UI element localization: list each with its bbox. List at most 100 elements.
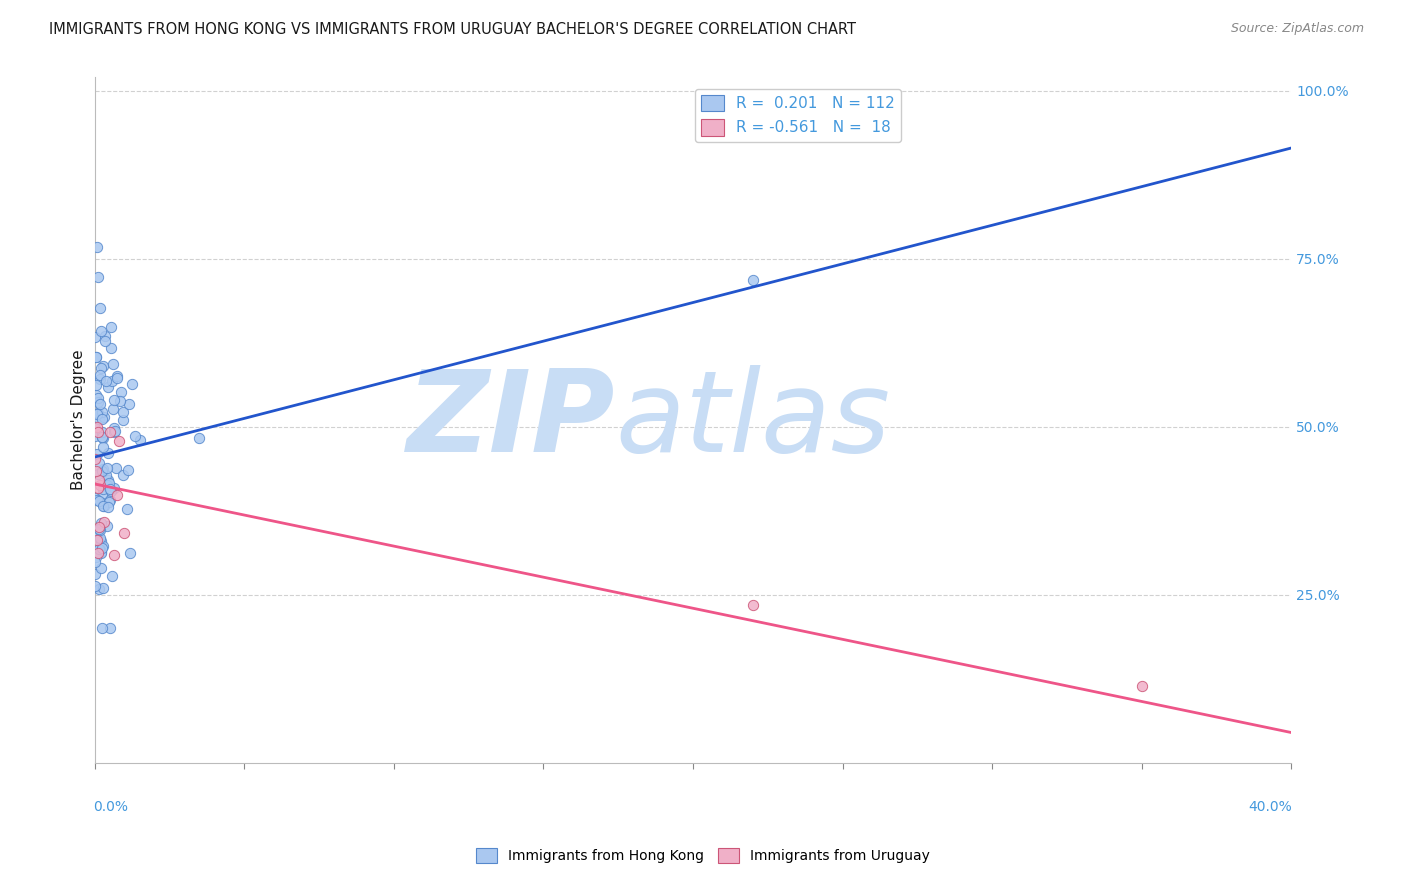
Point xyxy=(103,425,125,440)
Point xyxy=(84,566,107,581)
Text: ZIP: ZIP xyxy=(406,365,616,475)
Point xyxy=(100,320,122,334)
Point xyxy=(84,491,107,505)
Point xyxy=(120,546,142,560)
Point xyxy=(91,440,114,454)
Point xyxy=(90,425,112,440)
Point xyxy=(90,516,112,530)
Point xyxy=(87,406,110,420)
Point xyxy=(89,542,111,557)
Point xyxy=(87,456,110,470)
Point xyxy=(84,330,107,344)
Point xyxy=(98,493,121,508)
Point xyxy=(114,526,136,541)
Point xyxy=(86,420,108,434)
Point xyxy=(97,474,120,488)
Point xyxy=(87,425,110,439)
Point xyxy=(87,481,110,495)
Point xyxy=(91,462,114,476)
Point xyxy=(121,377,143,392)
Point xyxy=(741,598,763,612)
Point xyxy=(96,461,118,475)
Point xyxy=(86,533,108,547)
Point xyxy=(86,407,108,421)
Point xyxy=(89,372,111,386)
Point xyxy=(91,412,114,426)
Point xyxy=(93,410,115,425)
Point xyxy=(87,520,110,534)
Point xyxy=(89,477,111,491)
Point xyxy=(101,357,124,371)
Point xyxy=(87,395,110,409)
Point xyxy=(91,495,114,509)
Point xyxy=(112,413,135,427)
Point xyxy=(117,463,139,477)
Point xyxy=(93,431,115,445)
Point xyxy=(91,430,114,444)
Point xyxy=(87,542,110,557)
Legend: Immigrants from Hong Kong, Immigrants from Uruguay: Immigrants from Hong Kong, Immigrants fr… xyxy=(471,843,935,869)
Point xyxy=(91,539,114,553)
Point xyxy=(89,531,111,545)
Point xyxy=(86,493,108,508)
Point xyxy=(110,384,132,399)
Point xyxy=(91,405,114,419)
Point xyxy=(98,495,121,509)
Point xyxy=(105,368,128,383)
Point xyxy=(90,324,112,338)
Point xyxy=(89,397,111,411)
Point xyxy=(107,434,129,449)
Text: 40.0%: 40.0% xyxy=(1249,800,1292,814)
Point xyxy=(105,488,128,502)
Y-axis label: Bachelor's Degree: Bachelor's Degree xyxy=(72,350,86,491)
Point xyxy=(90,360,112,375)
Point xyxy=(84,452,107,467)
Point xyxy=(84,428,107,442)
Point xyxy=(93,581,115,595)
Point xyxy=(111,467,134,482)
Point xyxy=(90,488,112,502)
Point xyxy=(86,240,108,254)
Point xyxy=(129,434,152,448)
Point xyxy=(100,483,122,498)
Point xyxy=(98,483,121,497)
Point xyxy=(100,341,122,355)
Point xyxy=(84,464,107,478)
Point xyxy=(89,301,111,315)
Point xyxy=(1130,679,1153,693)
Point xyxy=(87,546,110,560)
Point xyxy=(105,460,128,475)
Point xyxy=(91,541,114,556)
Point xyxy=(188,431,211,445)
Point xyxy=(97,500,120,514)
Point xyxy=(93,515,115,529)
Point xyxy=(108,394,131,409)
Point xyxy=(89,494,111,508)
Point xyxy=(87,582,110,597)
Legend: R =  0.201   N = 112, R = -0.561   N =  18: R = 0.201 N = 112, R = -0.561 N = 18 xyxy=(695,88,901,142)
Point xyxy=(101,569,124,583)
Point xyxy=(94,374,117,388)
Point xyxy=(90,561,112,575)
Point xyxy=(91,429,114,443)
Point xyxy=(87,467,110,482)
Point xyxy=(90,464,112,478)
Point xyxy=(86,378,108,392)
Text: atlas: atlas xyxy=(616,365,890,475)
Point xyxy=(93,500,115,514)
Point xyxy=(93,329,115,343)
Point xyxy=(97,446,120,460)
Point xyxy=(98,425,121,439)
Point xyxy=(103,481,125,495)
Point xyxy=(87,270,110,285)
Point xyxy=(98,621,121,635)
Point xyxy=(86,391,108,405)
Point xyxy=(84,578,107,592)
Point xyxy=(86,446,108,460)
Point xyxy=(84,350,107,364)
Point xyxy=(86,350,108,364)
Point xyxy=(96,519,118,533)
Point xyxy=(90,546,112,560)
Point xyxy=(84,525,107,540)
Point xyxy=(103,548,125,562)
